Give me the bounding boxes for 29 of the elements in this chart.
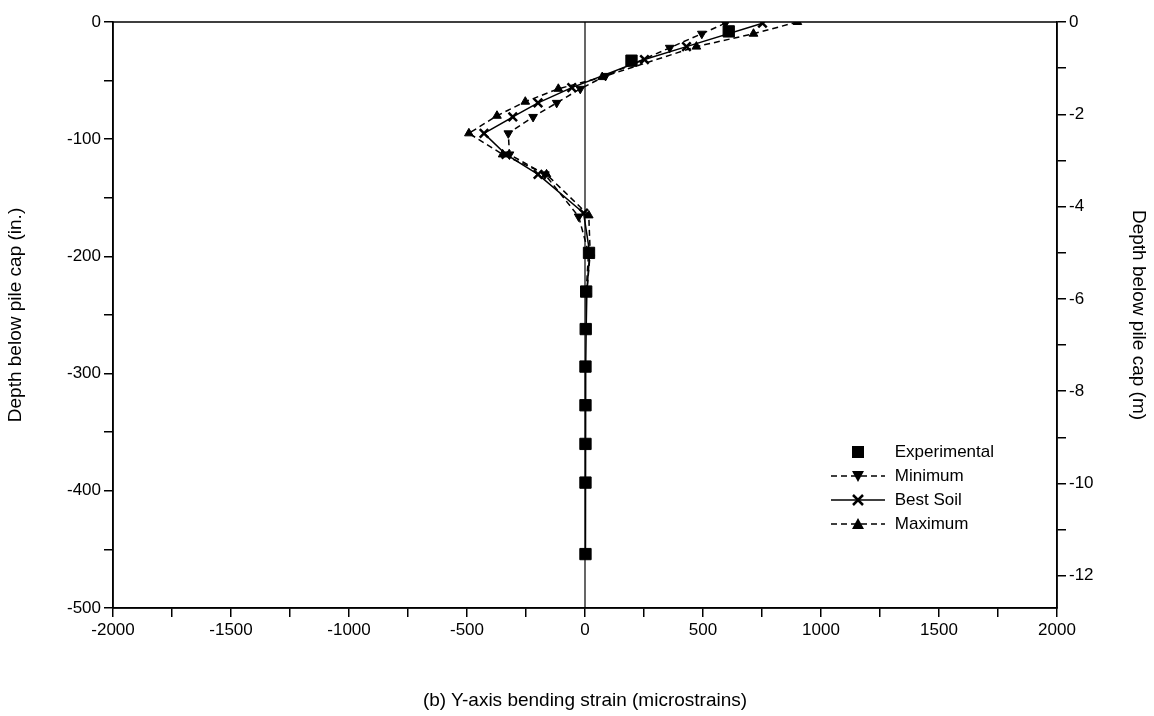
y-tick-label: -200 <box>66 246 101 266</box>
x-tick-label: 500 <box>688 619 718 639</box>
x-tick-label: -1500 <box>209 619 253 639</box>
y-tick-label: -400 <box>66 480 101 500</box>
y2-tick-label: -10 <box>1069 473 1094 493</box>
y2-tick-label: 0 <box>1069 11 1079 31</box>
x-tick-label: -1000 <box>327 619 371 639</box>
y2-tick-label: -6 <box>1069 288 1085 308</box>
legend-label: Maximum <box>894 513 969 535</box>
y-tick-label: -500 <box>66 597 101 617</box>
x-tick-label: -2000 <box>91 619 135 639</box>
y2-tick-label: -8 <box>1069 380 1085 400</box>
y2-tick-label: -4 <box>1069 196 1085 216</box>
legend-label: Minimum <box>894 465 964 487</box>
y-tick-label: 0 <box>91 11 101 31</box>
y-tick-label: -100 <box>66 128 101 148</box>
x-tick-label: -500 <box>449 619 485 639</box>
legend-label: Experimental <box>894 441 994 463</box>
x-tick-label: 1000 <box>802 619 840 639</box>
x-axis-title: (b) Y-axis bending strain (microstrains) <box>422 688 748 710</box>
x-tick-label: 1500 <box>920 619 958 639</box>
y2-tick-label: -12 <box>1069 565 1094 585</box>
legend-label: Best Soil <box>894 489 962 511</box>
x-tick-label: 0 <box>580 619 590 639</box>
y-tick-label: -300 <box>66 363 101 383</box>
y2-axis-title: Depth below pile cap (m) <box>1129 209 1151 421</box>
x-tick-label: 2000 <box>1038 619 1076 639</box>
y-axis-title: Depth below pile cap (in.) <box>3 207 25 423</box>
y2-tick-label: -2 <box>1069 103 1085 123</box>
